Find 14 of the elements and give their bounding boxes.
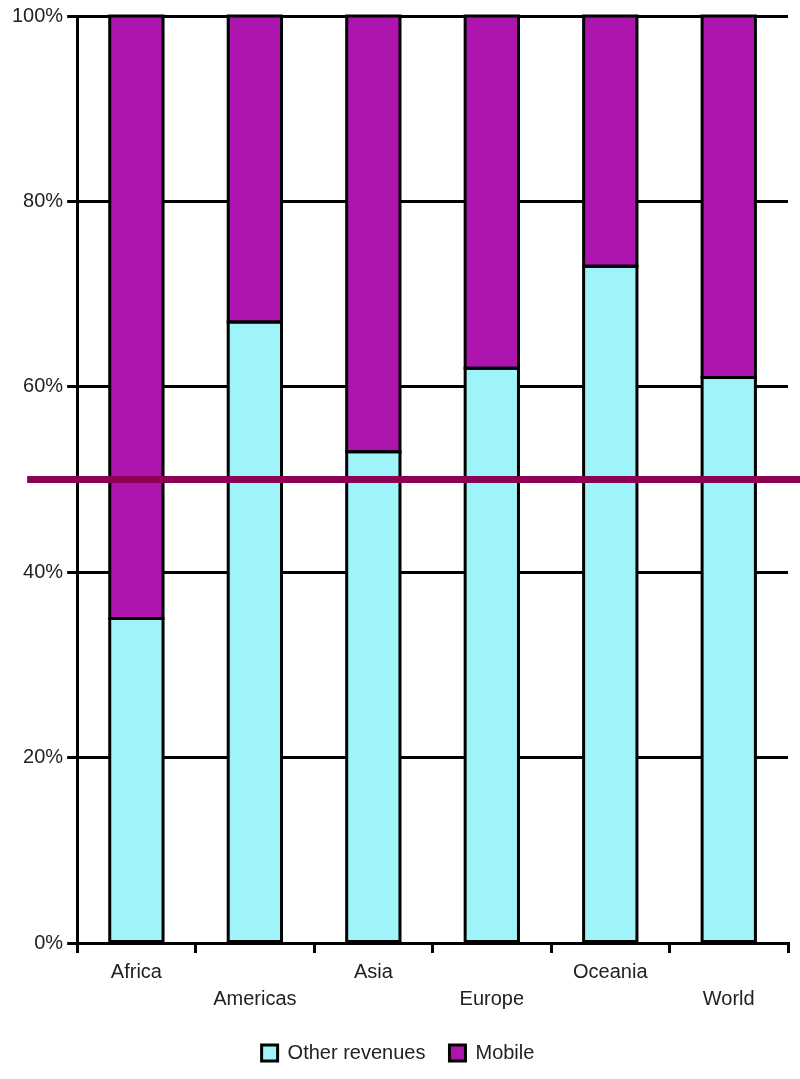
y-tick-label: 60% (23, 374, 64, 397)
x-tick-label: Oceania (573, 960, 649, 983)
legend-label: Mobile (475, 1040, 535, 1063)
x-tick-label: Africa (110, 960, 163, 983)
x-tick-label: World (702, 987, 755, 1010)
y-tick-label: 80% (23, 188, 64, 211)
y-tick-label: 0% (34, 930, 64, 953)
y-tick-label: 20% (23, 745, 64, 768)
legend-label: Other revenues (287, 1040, 426, 1063)
y-tick-label: 40% (23, 559, 64, 582)
y-tick-label: 100% (12, 3, 64, 26)
x-tick-label: Americas (213, 987, 297, 1010)
x-tick-label: Europe (459, 987, 525, 1010)
x-tick-label: Asia (353, 960, 394, 983)
